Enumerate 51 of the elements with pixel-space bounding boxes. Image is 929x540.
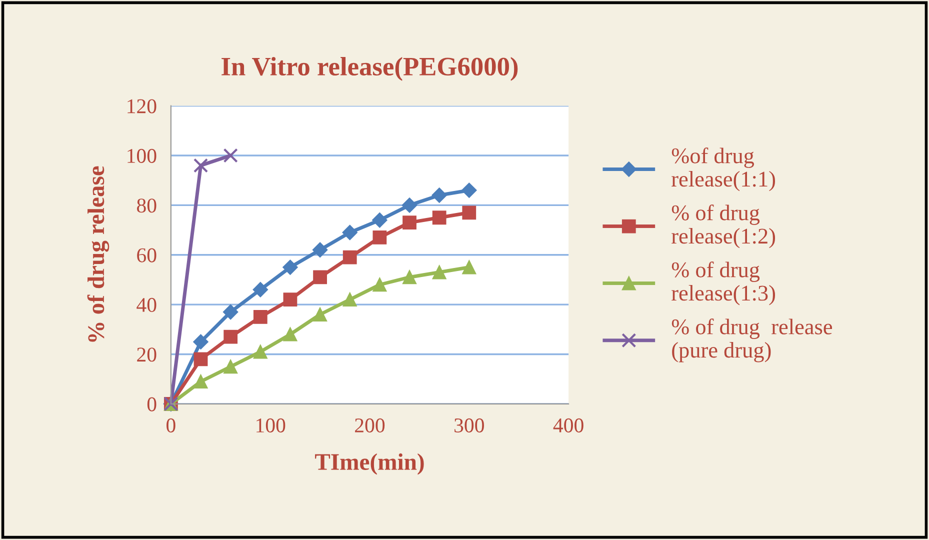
y-tick-label: 80 <box>137 198 156 213</box>
y-tick-label: 20 <box>137 348 156 362</box>
point <box>372 230 387 244</box>
point <box>223 148 238 163</box>
point <box>193 158 208 173</box>
point <box>253 310 268 324</box>
y-axis-title: % of drug release <box>87 166 110 342</box>
point <box>223 304 238 320</box>
point <box>432 265 446 280</box>
point <box>432 188 447 203</box>
chart-title: In Vitro release(PEG6000) <box>222 56 518 81</box>
point <box>402 270 416 284</box>
y-tick-label: 100 <box>128 148 156 163</box>
point <box>252 282 268 298</box>
y-tick-label: 120 <box>128 99 156 114</box>
point <box>313 308 327 322</box>
point <box>194 352 208 366</box>
point <box>462 182 477 198</box>
point <box>283 292 298 307</box>
point <box>342 224 358 240</box>
point <box>193 334 208 350</box>
legend-label: % of drug release(1:2) <box>672 204 776 248</box>
x-tick-label: 200 <box>355 418 385 432</box>
x-tick-label: 400 <box>553 418 584 432</box>
y-tick-label: 40 <box>136 298 156 312</box>
point <box>253 344 268 359</box>
point <box>402 216 416 230</box>
point <box>432 210 446 225</box>
point <box>282 260 298 275</box>
point <box>462 260 476 274</box>
legend-label: % of drug release(1:3) <box>672 262 776 306</box>
point <box>313 270 327 284</box>
point <box>194 374 208 389</box>
y-tick-label: 60 <box>137 248 156 262</box>
point <box>312 242 328 258</box>
x-tick-label: 0 <box>166 418 176 432</box>
x-axis-title: TIme(min) <box>315 453 424 475</box>
legend-label: %of drug release(1:1) <box>672 147 776 192</box>
y-tick-label: 0 <box>147 397 156 412</box>
x-tick-label: 100 <box>256 418 286 432</box>
point <box>402 198 418 213</box>
point <box>224 330 238 344</box>
point <box>283 327 298 342</box>
point <box>224 360 238 374</box>
point <box>342 250 357 264</box>
x-tick-label: 300 <box>454 418 484 432</box>
point <box>372 278 387 292</box>
point <box>462 206 476 220</box>
point <box>372 212 388 228</box>
point <box>342 292 357 307</box>
legend-label: % of drug release (pure drug) <box>672 318 832 362</box>
